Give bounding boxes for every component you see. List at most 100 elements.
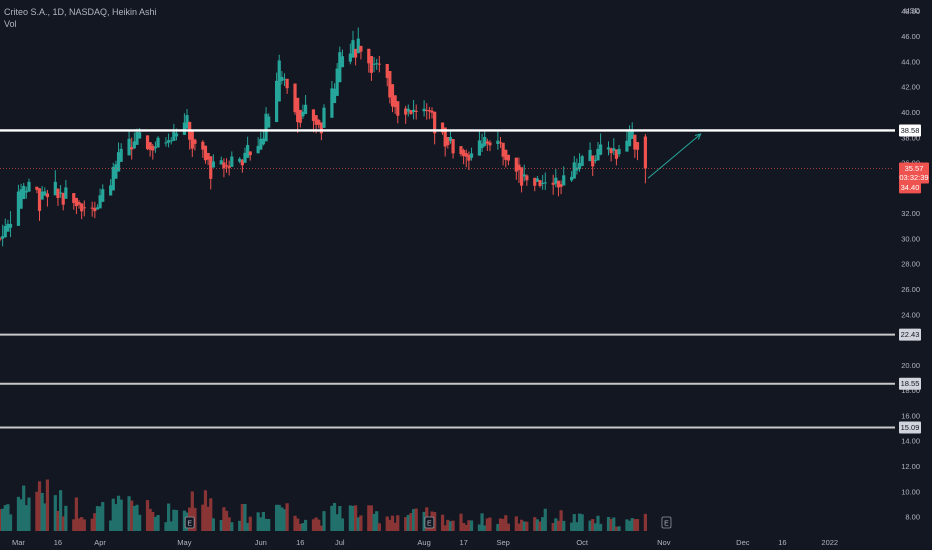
candle-body xyxy=(535,178,539,182)
volume-bar xyxy=(377,523,381,531)
volume-bar xyxy=(182,510,186,531)
price-tick-label: 38.00 xyxy=(901,133,920,142)
time-tick-label: Nov xyxy=(657,538,671,547)
candle-body xyxy=(467,154,471,161)
volume-bar xyxy=(130,500,134,531)
volume-bar xyxy=(409,513,413,531)
volume-bar xyxy=(630,518,634,531)
candle-body xyxy=(209,156,213,179)
volume-bar xyxy=(77,518,81,531)
candle-body xyxy=(406,108,410,112)
level-badge-label: 22.43 xyxy=(901,330,920,339)
price-tick-label: 40.00 xyxy=(901,108,920,117)
candle-body xyxy=(440,122,445,133)
volume-bar xyxy=(554,518,558,531)
time-tick-label: 16 xyxy=(296,538,304,547)
candle-body xyxy=(606,147,611,150)
candle-body xyxy=(609,148,613,154)
volume-bar xyxy=(35,491,39,531)
volume-bar xyxy=(356,517,360,531)
volume-bar xyxy=(0,509,2,531)
candle-body xyxy=(556,180,561,188)
candle-body xyxy=(145,135,150,150)
candle-body xyxy=(164,142,168,144)
candle-body xyxy=(580,156,584,167)
volume-bar xyxy=(267,518,271,531)
candle-body xyxy=(433,111,437,134)
volume-bar xyxy=(354,505,358,531)
candle-body xyxy=(111,167,115,191)
volume-bar xyxy=(111,498,115,531)
level-badge-label: 15.09 xyxy=(901,423,920,432)
candle-body xyxy=(53,181,57,196)
volume-bar xyxy=(282,509,287,531)
candle-body xyxy=(58,192,63,194)
volume-bar xyxy=(203,490,208,531)
price-tick-label: 16.00 xyxy=(901,411,920,420)
candle-body xyxy=(372,63,376,65)
volume-bar xyxy=(219,520,223,531)
volume-bar xyxy=(330,505,334,531)
candle-body xyxy=(514,157,518,172)
volume-bar xyxy=(551,522,555,531)
time-tick-label: May xyxy=(177,538,191,547)
volume-bar xyxy=(256,512,260,531)
volume-bar xyxy=(464,524,468,531)
candle-body xyxy=(554,177,558,184)
volume-bar xyxy=(372,513,376,531)
price-tick-label: 42.00 xyxy=(901,83,920,92)
candle-body xyxy=(369,56,374,73)
candle-body xyxy=(396,101,400,116)
volume-bar xyxy=(64,505,68,531)
volume-bar xyxy=(483,525,487,531)
volume-bar xyxy=(61,516,65,531)
volume-bar xyxy=(411,509,416,531)
candle-body xyxy=(414,110,418,112)
candle-body xyxy=(496,140,500,144)
candle-body xyxy=(219,160,223,165)
candle-body xyxy=(517,164,521,170)
volume-bar xyxy=(480,513,484,531)
volume-bar xyxy=(580,514,584,531)
volume-bar xyxy=(599,523,603,531)
volume-bar xyxy=(211,518,215,531)
candle-body xyxy=(93,207,97,212)
volume-bar xyxy=(172,509,176,531)
candle-body xyxy=(301,111,305,117)
volume-bar xyxy=(422,511,426,531)
volume-bar xyxy=(477,524,482,531)
low-price-badge xyxy=(899,181,921,194)
candle-body xyxy=(40,191,44,200)
volume-bar xyxy=(375,511,379,531)
time-tick-label: 16 xyxy=(778,538,786,547)
volume-bar xyxy=(119,499,123,531)
volume-bar xyxy=(93,513,97,531)
volume-bar xyxy=(404,517,408,531)
volume-bar xyxy=(303,519,308,531)
candle-body xyxy=(119,148,123,162)
earnings-marker xyxy=(661,516,672,529)
candle-body xyxy=(201,141,205,150)
volume-label[interactable]: Vol xyxy=(4,19,17,29)
volume-bar xyxy=(135,504,139,531)
candle-body xyxy=(82,207,86,209)
volume-bar xyxy=(1,508,5,531)
volume-bar xyxy=(319,525,323,531)
volume-bar xyxy=(501,518,505,531)
candle-body xyxy=(80,203,84,212)
candle-body xyxy=(335,68,339,96)
candle-body xyxy=(135,132,139,145)
candle-body xyxy=(504,149,508,160)
symbol-title[interactable]: Criteo S.A., 1D, NASDAQ, Heikin Ashi xyxy=(4,7,157,17)
candle-body xyxy=(541,182,545,184)
candle-body xyxy=(130,147,134,150)
candle-body xyxy=(193,139,197,144)
volume-bar xyxy=(559,510,563,531)
candle-body xyxy=(643,136,647,169)
candle-body xyxy=(166,140,171,143)
candle-body xyxy=(551,182,555,185)
volume-bar xyxy=(56,510,60,531)
candle-body xyxy=(298,109,302,123)
volume-bar xyxy=(591,519,595,531)
